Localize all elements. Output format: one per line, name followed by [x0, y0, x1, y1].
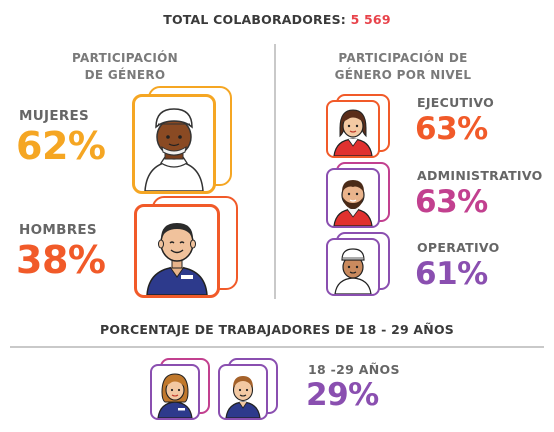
age-label: 18 -29 AÑOS — [308, 362, 400, 377]
gender-title-line2: DE GÉNERO — [84, 68, 166, 82]
operative-label: OPERATIVO — [417, 240, 500, 255]
operative-percentage: 61% — [415, 256, 488, 292]
bearded-man-icon — [333, 180, 373, 226]
executive-label: EJECUTIVO — [417, 95, 495, 110]
operative-avatar — [326, 232, 390, 298]
young-woman-avatar — [150, 358, 210, 422]
age-section-title: PORCENTAJE DE TRABAJADORES DE 18 - 29 AÑ… — [100, 322, 454, 337]
levels-title: PARTICIPACIÓN DE GÉNERO POR NIVEL — [308, 50, 498, 84]
man-worker-icon — [146, 223, 208, 295]
levels-title-line2: GÉNERO POR NIVEL — [334, 68, 472, 82]
woman-executive-icon — [333, 109, 373, 156]
women-avatar — [132, 86, 232, 196]
men-label: HOMBRES — [19, 222, 97, 238]
young-man-avatar — [218, 358, 278, 422]
vertical-divider — [274, 44, 276, 299]
executive-percentage: 63% — [415, 111, 488, 147]
levels-title-line1: PARTICIPACIÓN DE — [338, 51, 468, 65]
women-percentage: 62% — [16, 124, 106, 168]
man-worker-small-icon — [225, 376, 261, 418]
administrative-percentage: 63% — [415, 184, 488, 220]
gender-title-line1: PARTICIPACIÓN — [72, 51, 178, 65]
total-collaborators: TOTAL COLABORADORES: 5 569 — [0, 12, 554, 27]
man-chef-icon — [334, 248, 372, 294]
men-avatar — [134, 196, 238, 300]
men-percentage: 38% — [16, 238, 106, 282]
age-percentage: 29% — [306, 377, 379, 413]
administrative-label: ADMINISTRATIVO — [417, 168, 543, 183]
women-label: MUJERES — [19, 108, 90, 124]
total-label: TOTAL COLABORADORES: — [163, 12, 347, 27]
gender-title: PARTICIPACIÓN DE GÉNERO — [40, 50, 210, 84]
administrative-avatar — [326, 162, 390, 230]
total-value: 5 569 — [350, 12, 391, 27]
horizontal-divider — [10, 346, 544, 348]
woman-worker-icon — [157, 373, 193, 418]
woman-chef-icon — [144, 108, 204, 191]
executive-avatar — [326, 94, 390, 160]
